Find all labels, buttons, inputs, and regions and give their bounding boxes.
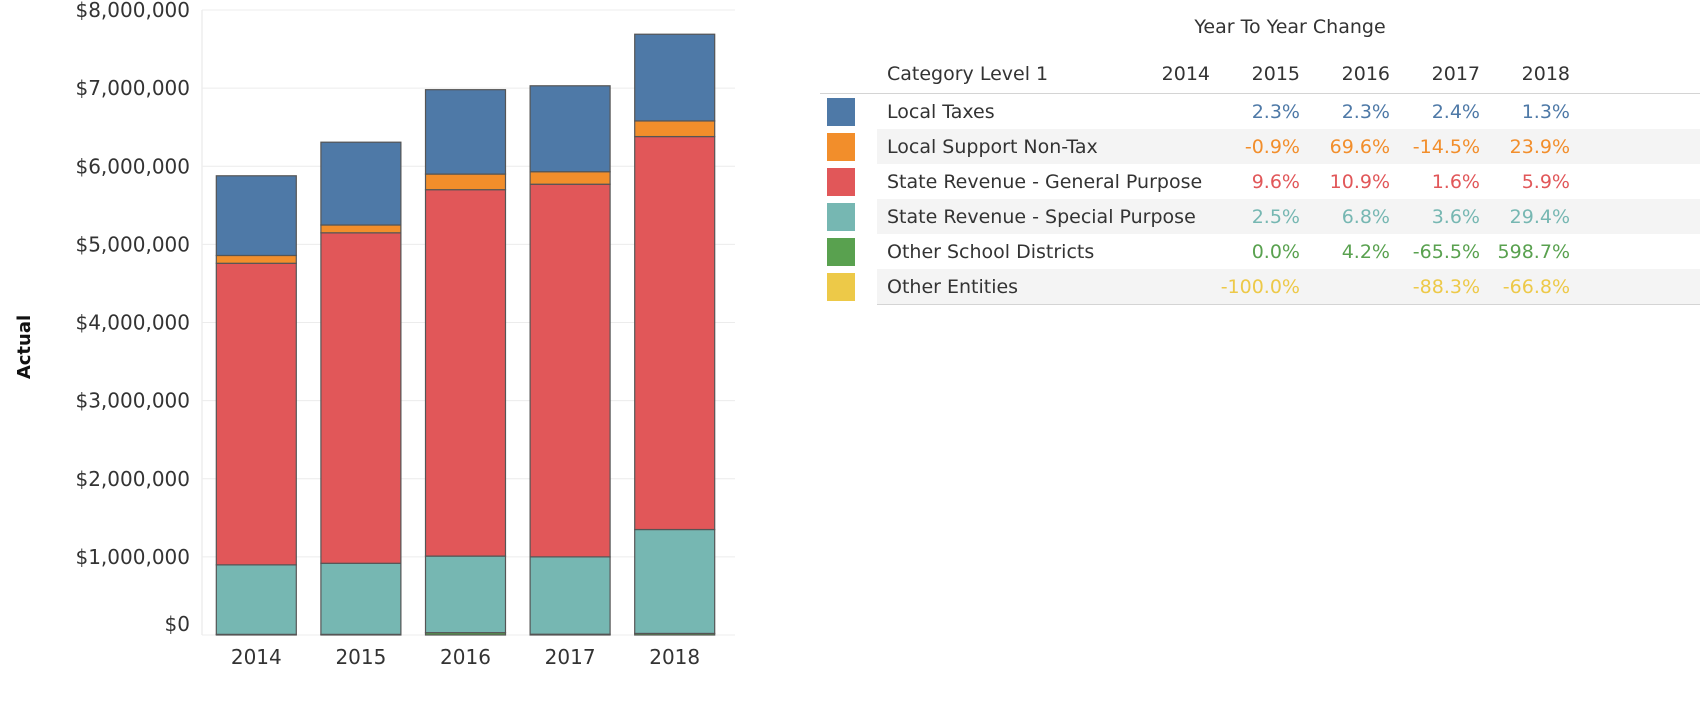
change-value-cell: 5.9%: [1521, 171, 1570, 193]
table-bottom-border: [877, 304, 1700, 305]
bar-segment: [424, 173, 507, 191]
change-value-cell: 4.2%: [1341, 241, 1390, 263]
bar-segment: [424, 189, 507, 557]
change-value-cell: 2.5%: [1251, 206, 1300, 228]
change-value-cell: -65.5%: [1412, 241, 1480, 263]
table-row: Local Taxes 2.3% 2.3% 2.4% 1.3%: [820, 94, 1700, 129]
category-label: State Revenue - General Purpose: [887, 171, 1203, 193]
bar-segment: [215, 254, 297, 264]
category-column-header: Category Level 1: [887, 63, 1049, 85]
bar-segment: [320, 232, 402, 564]
change-value-cell: 9.6%: [1251, 171, 1300, 193]
change-value-cell: 2.3%: [1341, 101, 1390, 123]
year-column-header: 2017: [1431, 63, 1480, 85]
bar-segment: [529, 171, 611, 185]
x-tick-label: 2017: [545, 645, 596, 669]
legend-swatch: [827, 98, 855, 126]
change-value-cell: 2.4%: [1431, 101, 1480, 123]
row-band: [877, 199, 1700, 234]
bar-segment: [529, 556, 611, 635]
bar-segment: [634, 120, 716, 138]
year-column-header: 2016: [1341, 63, 1390, 85]
legend-swatch: [827, 133, 855, 161]
y-axis-ticks: $0 $1,000,000 $2,000,000 $3,000,000 $4,000,0…: [75, 0, 190, 636]
change-value-cell: -14.5%: [1412, 136, 1480, 158]
y-tick-label: $6,000,000: [75, 154, 190, 178]
x-tick-label: 2018: [649, 645, 700, 669]
year-to-year-change-table: Category Level 1 2014 2015 2016 2017 2018 Lo…: [820, 58, 1700, 305]
change-value-cell: 6.8%: [1341, 206, 1390, 228]
change-value-cell: 29.4%: [1509, 206, 1570, 228]
y-tick-label: $4,000,000: [75, 311, 190, 335]
year-column-header: 2014: [1161, 63, 1210, 85]
y-tick-label: $7,000,000: [75, 76, 190, 100]
change-value-cell: -100.0%: [1220, 276, 1300, 298]
table-row: State Revenue - Special Purpose 2.5% 6.8% 3…: [820, 199, 1700, 234]
y-tick-label: $2,000,000: [75, 467, 190, 491]
bar-segment: [634, 528, 716, 635]
change-value-cell: 1.6%: [1431, 171, 1480, 193]
y-tick-label: $0: [165, 612, 190, 636]
category-label: Local Taxes: [887, 101, 995, 123]
legend-swatch: [827, 203, 855, 231]
stacked-bar-chart: $0 $1,000,000 $2,000,000 $3,000,000 $4,000,0…: [14, 0, 735, 669]
bar-segment: [320, 224, 402, 234]
x-axis-ticks: 2014 2015 2016 2017 2018: [231, 645, 700, 669]
change-value-cell: 598.7%: [1497, 241, 1570, 263]
change-value-cell: 3.6%: [1431, 206, 1480, 228]
bar-segment: [215, 564, 297, 635]
bars: [215, 33, 716, 636]
change-value-cell: 10.9%: [1329, 171, 1390, 193]
bar-segment: [215, 175, 297, 257]
row-band: [877, 269, 1700, 304]
table-row: Other School Districts 0.0% 4.2% -65.5% 598.…: [820, 234, 1700, 269]
y-tick-label: $8,000,000: [75, 0, 190, 22]
legend-swatch: [827, 168, 855, 196]
table-title: Year To Year Change: [1194, 16, 1386, 38]
bar-segment: [529, 85, 611, 173]
y-tick-label: $3,000,000: [75, 389, 190, 413]
table-row: State Revenue - General Purpose 9.6% 10.9%…: [820, 164, 1700, 199]
bar-segment: [424, 555, 507, 634]
change-value-cell: 69.6%: [1329, 136, 1390, 158]
bar-segment: [320, 562, 402, 635]
table-body: Local Taxes 2.3% 2.3% 2.4% 1.3% Local Support…: [820, 94, 1700, 305]
year-column-header: 2018: [1521, 63, 1570, 85]
table-header-row: Category Level 1 2014 2015 2016 2017 2018: [820, 58, 1700, 94]
change-value-cell: -66.8%: [1502, 276, 1570, 298]
table-row: Local Support Non-Tax -0.9% 69.6% -14.5% 23.…: [820, 129, 1700, 164]
x-tick-label: 2015: [335, 645, 386, 669]
y-axis-title: Actual: [14, 315, 35, 379]
change-value-cell: 0.0%: [1251, 241, 1300, 263]
change-value-cell: -0.9%: [1244, 136, 1300, 158]
bar-segment: [215, 262, 297, 566]
change-value-cell: -88.3%: [1412, 276, 1480, 298]
change-value-cell: 2.3%: [1251, 101, 1300, 123]
bar-segment: [424, 89, 507, 175]
legend-swatch: [827, 273, 855, 301]
bar-segment: [320, 141, 402, 226]
y-tick-label: $1,000,000: [75, 545, 190, 569]
category-label: Local Support Non-Tax: [887, 136, 1098, 158]
bar-segment: [529, 183, 611, 558]
y-tick-label: $5,000,000: [75, 232, 190, 256]
category-label: State Revenue - Special Purpose: [887, 206, 1196, 228]
change-value-cell: 23.9%: [1509, 136, 1570, 158]
change-value-cell: 1.3%: [1521, 101, 1570, 123]
x-tick-label: 2014: [231, 645, 282, 669]
bar-segment: [634, 33, 716, 122]
table-row: Other Entities -100.0% -88.3% -66.8%: [820, 269, 1700, 304]
year-column-header: 2015: [1251, 63, 1300, 85]
category-label: Other School Districts: [887, 241, 1095, 263]
row-band: [877, 129, 1700, 164]
x-tick-label: 2016: [440, 645, 491, 669]
category-label: Other Entities: [887, 276, 1019, 298]
bar-segment: [634, 135, 716, 531]
legend-swatch: [827, 238, 855, 266]
